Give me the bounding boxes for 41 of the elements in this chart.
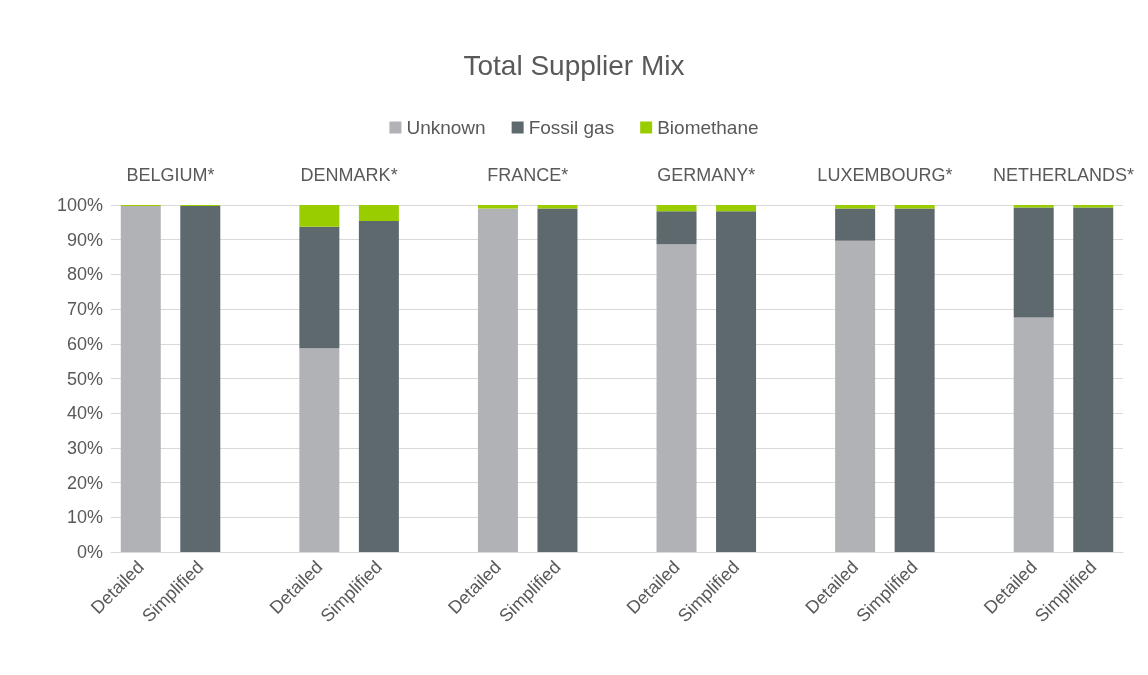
bar: [477, 208, 518, 552]
bar: [180, 206, 221, 552]
y-tick-label: 100%: [56, 195, 103, 215]
text: GERMANY*: [657, 165, 756, 185]
bar: [656, 244, 697, 552]
bar: [358, 205, 399, 221]
text: DENMARK*: [300, 165, 398, 185]
text: FRANCE*: [487, 165, 569, 185]
bar: [835, 240, 876, 552]
bar: [716, 205, 757, 212]
legend-label: Fossil gas: [528, 117, 615, 138]
text: LUXEMBOURG*: [817, 165, 953, 185]
bar: [299, 348, 340, 552]
text: NETHERLANDS*: [992, 165, 1134, 185]
y-tick-label: 30%: [66, 437, 103, 458]
bar: [716, 211, 757, 552]
bar: [835, 208, 876, 241]
y-tick-label: 90%: [66, 229, 103, 250]
bar: [299, 226, 340, 349]
text: BELGIUM*: [126, 165, 215, 185]
y-tick-label: 20%: [66, 472, 103, 493]
bar: [656, 205, 697, 212]
bar: [358, 220, 399, 552]
bar: [1073, 207, 1114, 552]
legend-label: Unknown: [406, 117, 486, 138]
bar: [1013, 207, 1054, 318]
y-tick-label: 60%: [66, 333, 103, 354]
y-tick-label: 0%: [76, 542, 103, 562]
y-tick-label: 40%: [66, 403, 103, 424]
bar: [537, 208, 578, 552]
y-tick-label: 70%: [66, 299, 103, 320]
bar: [894, 208, 935, 552]
bar: [120, 206, 161, 552]
y-tick-label: 50%: [66, 368, 103, 389]
y-tick-label: 80%: [66, 264, 103, 285]
legend-label: Biomethane: [657, 117, 759, 138]
chart-title: Total Supplier Mix: [463, 49, 685, 81]
bar: [299, 205, 340, 227]
bar: [656, 211, 697, 245]
bar: [1013, 317, 1054, 552]
y-tick-label: 10%: [66, 507, 103, 528]
